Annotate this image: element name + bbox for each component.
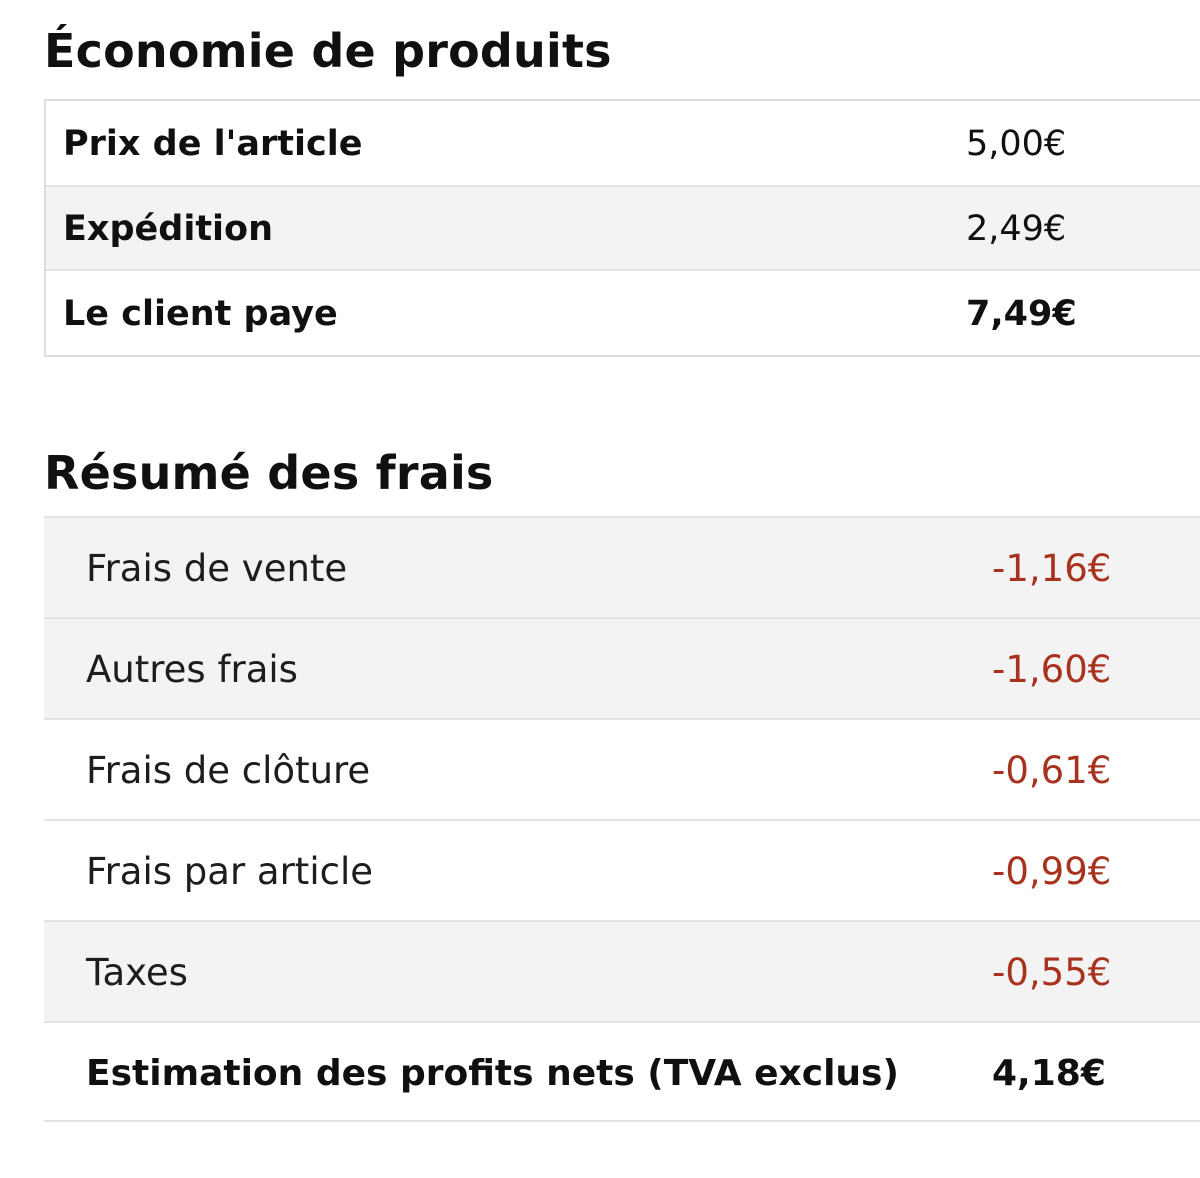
customer-pays-label: Le client paye — [63, 294, 338, 334]
net-profit-value: 4,18€ — [992, 1053, 1106, 1094]
product-economics-table: Prix de l'article 5,00€ Expédition 2,49€… — [44, 99, 1200, 357]
fee-value: -1,16€ — [992, 547, 1112, 590]
net-profit-row: Estimation des profits nets (TVA exclus)… — [44, 1021, 1200, 1122]
shipping-value: 2,49€ — [966, 209, 1067, 249]
fee-row-closing: Frais de clôture -0,61€ — [44, 718, 1200, 819]
fee-value: -1,60€ — [992, 648, 1112, 691]
fee-summary-title: Résumé des frais — [44, 446, 494, 500]
fee-value: -0,55€ — [992, 951, 1112, 994]
fee-value: -0,99€ — [992, 850, 1112, 893]
fee-row-taxes: Taxes -0,55€ — [44, 920, 1200, 1021]
fee-label: Taxes — [86, 951, 188, 994]
fee-label: Frais par article — [86, 850, 373, 893]
item-price-label: Prix de l'article — [63, 124, 363, 164]
net-profit-label: Estimation des profits nets (TVA exclus) — [86, 1053, 899, 1094]
fee-label: Autres frais — [86, 648, 298, 691]
fee-row-per-item: Frais par article -0,99€ — [44, 819, 1200, 920]
customer-pays-row: Le client paye 7,49€ — [46, 271, 1200, 357]
item-price-value: 5,00€ — [966, 124, 1067, 164]
product-economics-title: Économie de produits — [44, 24, 612, 78]
fee-label: Frais de vente — [86, 547, 348, 590]
item-price-row: Prix de l'article 5,00€ — [46, 101, 1200, 187]
shipping-label: Expédition — [63, 209, 274, 249]
fee-value: -0,61€ — [992, 749, 1112, 792]
fee-row-selling: Frais de vente -1,16€ — [44, 516, 1200, 617]
fee-row-other: Autres frais -1,60€ — [44, 617, 1200, 718]
shipping-row: Expédition 2,49€ — [46, 185, 1200, 271]
fee-summary-table: Frais de vente -1,16€ Autres frais -1,60… — [44, 516, 1200, 1122]
fee-label: Frais de clôture — [86, 749, 371, 792]
customer-pays-value: 7,49€ — [966, 294, 1077, 334]
